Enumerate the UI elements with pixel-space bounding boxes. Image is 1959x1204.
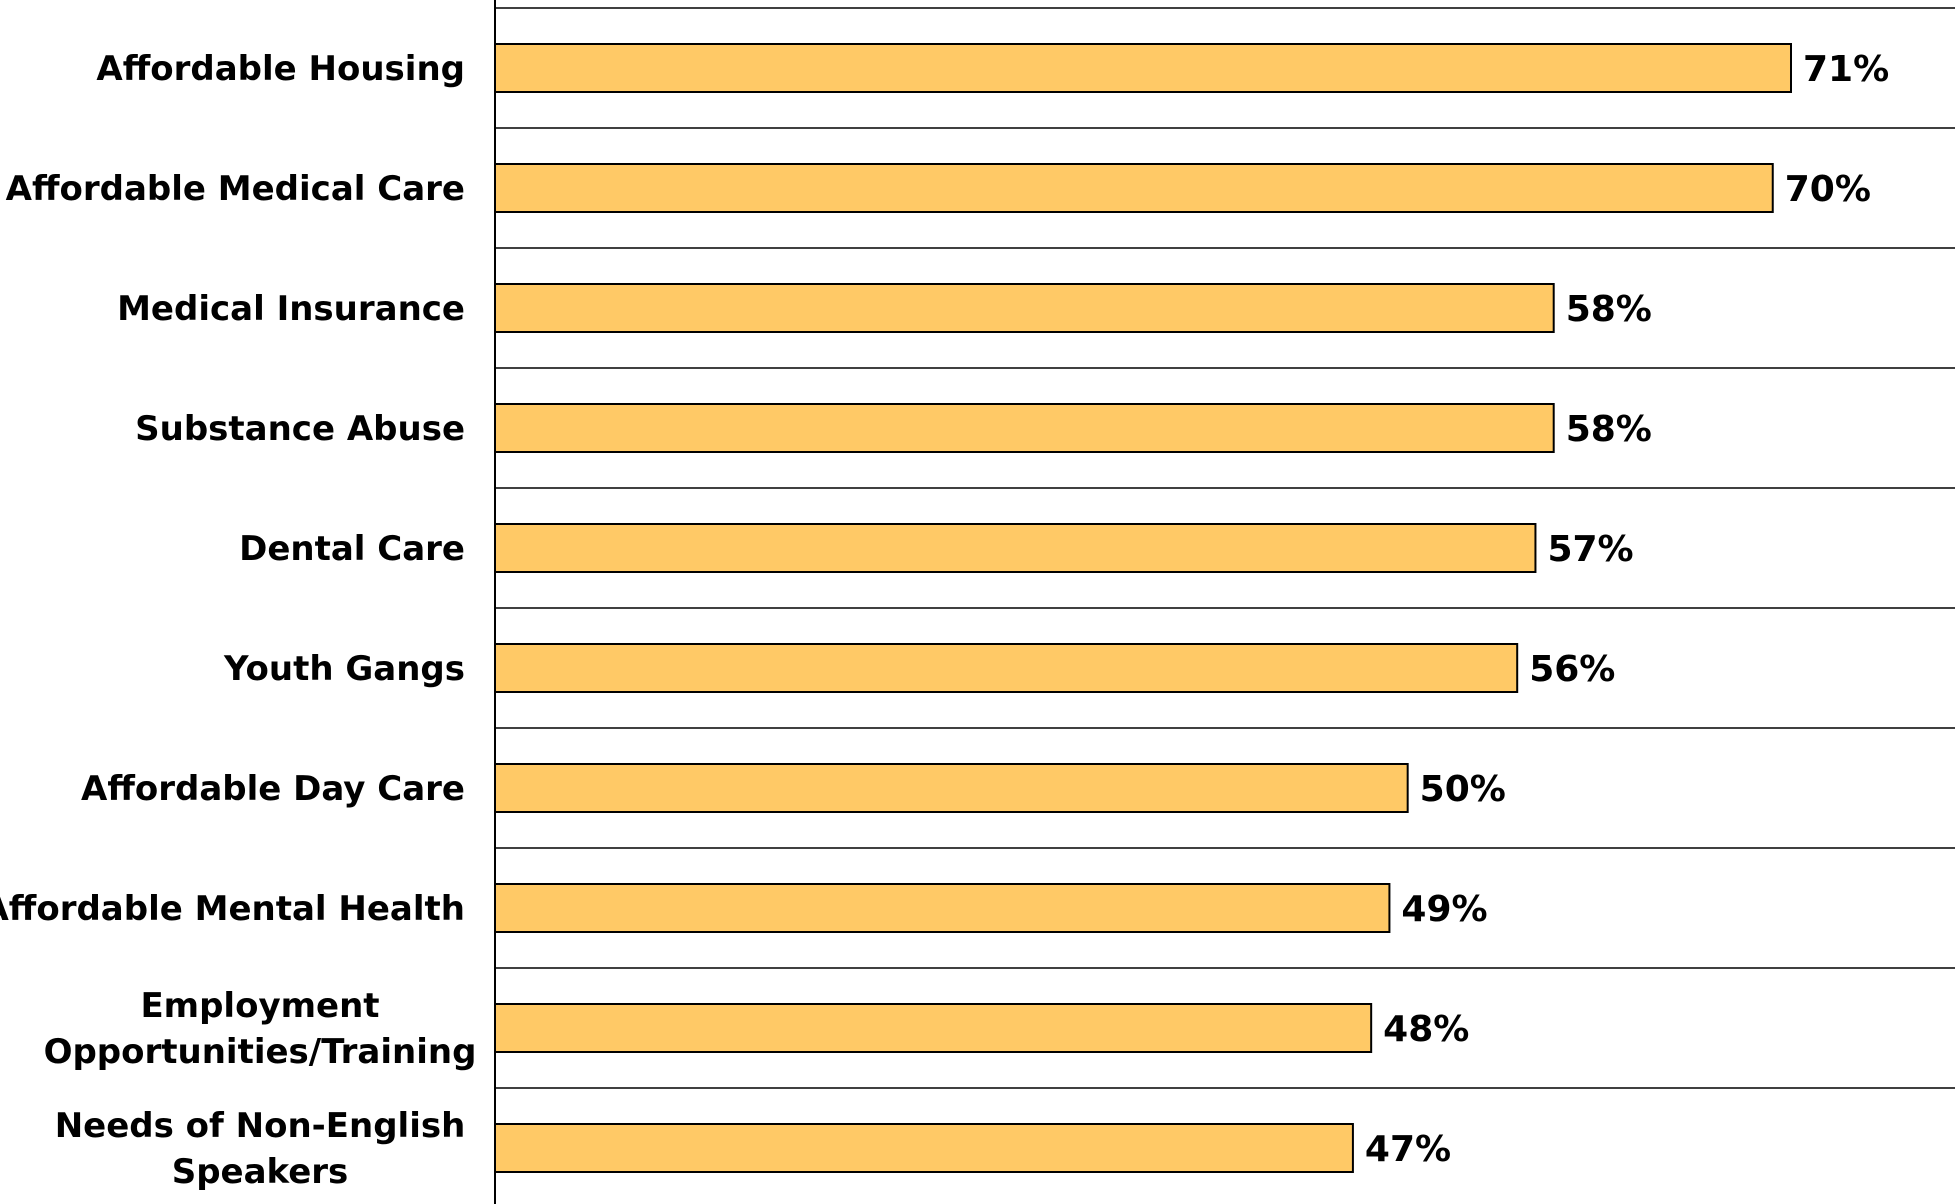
data-label: 70% bbox=[1785, 169, 1871, 210]
bar bbox=[494, 1123, 1354, 1173]
category-label: Affordable Day Care bbox=[81, 769, 465, 809]
category-label-line: Employment bbox=[140, 986, 379, 1026]
category-label-line: Opportunities/Training bbox=[44, 1032, 477, 1072]
bar bbox=[494, 403, 1555, 453]
category-label: Affordable Mental Health bbox=[0, 889, 465, 929]
bar bbox=[494, 283, 1555, 333]
data-label: 58% bbox=[1566, 409, 1652, 450]
bar bbox=[494, 643, 1519, 693]
category-label: Medical Insurance bbox=[117, 289, 465, 329]
category-label: Substance Abuse bbox=[135, 409, 465, 449]
category-label-line: Speakers bbox=[172, 1152, 349, 1192]
bar bbox=[494, 883, 1391, 933]
bar bbox=[494, 43, 1792, 93]
data-label: 47% bbox=[1365, 1129, 1451, 1170]
bar bbox=[494, 1003, 1373, 1053]
category-label: Dental Care bbox=[239, 529, 465, 569]
data-label: 57% bbox=[1547, 529, 1633, 570]
category-label: Youth Gangs bbox=[223, 649, 465, 689]
data-label: 71% bbox=[1803, 49, 1889, 90]
category-label-line: Needs of Non-English bbox=[55, 1106, 466, 1146]
category-label: Affordable Medical Care bbox=[6, 169, 465, 209]
data-label: 58% bbox=[1566, 289, 1652, 330]
category-label: Affordable Housing bbox=[96, 49, 465, 89]
bar bbox=[494, 163, 1774, 213]
bar bbox=[494, 523, 1537, 573]
category-label: Needs of Non-English Speakers bbox=[55, 1106, 466, 1192]
data-label: 49% bbox=[1401, 889, 1487, 930]
data-label: 48% bbox=[1383, 1009, 1469, 1050]
bar bbox=[494, 763, 1409, 813]
category-label: Employment Opportunities/Training bbox=[44, 986, 477, 1072]
data-label: 50% bbox=[1420, 769, 1506, 810]
data-label: 56% bbox=[1529, 649, 1615, 690]
